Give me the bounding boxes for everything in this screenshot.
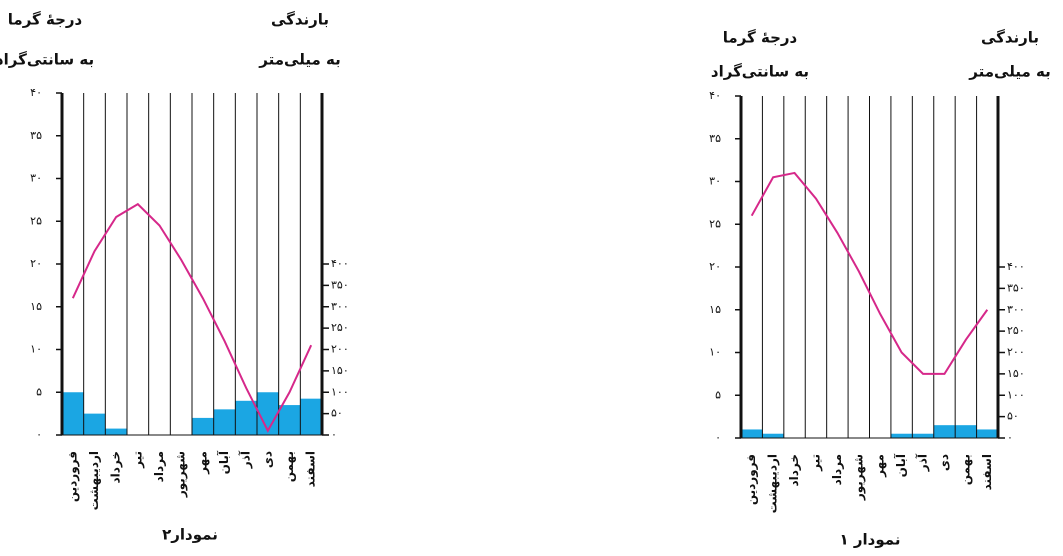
y-tick-label: ۵ — [36, 385, 42, 398]
caption: نمودار۲ — [162, 526, 218, 544]
x-tick-label: اردیبهشت — [766, 454, 780, 513]
y2-tick-label: ۱۰۰ — [331, 385, 349, 398]
y-tick-label: ۳۰ — [709, 175, 721, 188]
x-tick-label: اردیبهشت — [87, 451, 101, 510]
precip-bar — [235, 400, 257, 435]
y2-tick-label: ۳۰۰ — [331, 300, 349, 313]
precip-bar — [976, 429, 998, 438]
precip-bar — [955, 425, 977, 438]
y-tick-label: ۱۰ — [30, 343, 42, 356]
y-tick-label: ۴۰ — [30, 86, 42, 99]
x-tick-label: آبان — [216, 450, 231, 474]
y2-tick-label: ۴۰۰ — [1007, 260, 1025, 273]
x-tick-label: شهریور — [174, 451, 189, 498]
precip-bar — [933, 425, 956, 438]
x-tick-label: خرداد — [787, 454, 801, 487]
precip-bar — [762, 433, 784, 438]
y-axis-label: درجهٔ گرما — [8, 11, 83, 29]
y-tick-label: ۳۰ — [30, 172, 42, 185]
climograph: درجهٔ گرما به سانتی‌گراد بارندگی به میلی‌مت… — [0, 11, 349, 544]
x-tick-label: فروردین — [744, 454, 759, 505]
y-tick-label: ۲۰ — [709, 260, 721, 273]
x-tick-label: فروردین — [65, 451, 80, 502]
temperature-line — [71, 202, 313, 433]
y-tick-label: ۱۵ — [30, 300, 42, 313]
precip-bar — [192, 417, 214, 435]
x-tick-label: مهر — [873, 454, 887, 478]
climograph: درجهٔ گرما به سانتی‌گراد بارندگی به میلی‌مت… — [709, 29, 1051, 549]
y-tick-label: ۴۰ — [709, 89, 721, 102]
precip-bar — [741, 429, 763, 438]
y2-axis-label: بارندگی — [271, 11, 329, 29]
precip-bar — [912, 433, 934, 438]
x-tick-label: آبان — [893, 453, 908, 477]
y-tick-label: ۱۵ — [709, 303, 721, 316]
y2-tick-label: ۵۰ — [1007, 410, 1019, 423]
y-tick-label: ۳۵ — [30, 129, 42, 142]
precip-bar — [83, 413, 106, 435]
y2-tick-label: ۲۰۰ — [331, 343, 349, 356]
precip-bar — [890, 433, 913, 438]
y-axis-label: به سانتی‌گراد — [711, 63, 809, 81]
y-tick-label: ۵ — [715, 388, 721, 401]
y2-tick-label: ۰ — [331, 428, 337, 441]
x-tick-label: بهمن — [958, 454, 972, 485]
x-tick-label: شهریور — [851, 454, 866, 501]
y-tick-label: ۲۵ — [30, 214, 42, 227]
x-tick-label: اسفند — [980, 454, 994, 490]
y-tick-label: ۲۰ — [30, 257, 42, 270]
y2-tick-label: ۱۵۰ — [1007, 367, 1025, 380]
x-tick-label: مهر — [195, 451, 209, 475]
y2-tick-label: ۰ — [1007, 431, 1013, 444]
y2-tick-label: ۳۵۰ — [331, 278, 349, 291]
x-tick-label: دی — [937, 454, 951, 471]
y2-tick-label: ۲۵۰ — [331, 321, 349, 334]
precip-bar — [105, 428, 127, 435]
y2-axis-label: بارندگی — [981, 29, 1039, 47]
y-axis-label: درجهٔ گرما — [723, 29, 798, 47]
y-axis-label: به سانتی‌گراد — [0, 51, 94, 69]
y2-tick-label: ۱۰۰ — [1007, 388, 1025, 401]
y2-tick-label: ۴۰۰ — [331, 257, 349, 270]
y-tick-label: ۳۵ — [709, 132, 721, 145]
x-tick-label: تیر — [808, 454, 822, 472]
caption: نمودار ۱ — [840, 531, 901, 549]
y2-tick-label: ۲۰۰ — [1007, 346, 1025, 359]
x-tick-label: بهمن — [282, 451, 296, 482]
x-tick-label: دی — [260, 451, 274, 468]
x-tick-label: اسفند — [304, 451, 318, 487]
x-tick-label: آذر — [238, 450, 253, 469]
y-tick-label: ۲۵ — [709, 217, 721, 230]
y2-axis-label: به میلی‌متر — [258, 51, 340, 69]
x-tick-label: آذر — [915, 453, 930, 472]
precip-bar — [62, 392, 84, 435]
x-tick-label: مرداد — [830, 454, 844, 485]
y-tick-label: ۰ — [36, 428, 42, 441]
y2-tick-label: ۳۵۰ — [1007, 281, 1025, 294]
y2-tick-label: ۵۰ — [331, 407, 343, 420]
temperature-line — [750, 171, 989, 375]
y-tick-label: ۱۰ — [709, 346, 721, 359]
precip-bar — [300, 398, 322, 435]
x-tick-label: خرداد — [109, 451, 123, 484]
y2-tick-label: ۱۵۰ — [331, 364, 349, 377]
x-tick-label: تیر — [130, 451, 144, 469]
x-tick-label: مرداد — [152, 451, 166, 482]
y2-axis-label: به میلی‌متر — [968, 63, 1050, 81]
y-tick-label: ۰ — [715, 431, 721, 444]
precip-bar — [257, 392, 279, 435]
y2-tick-label: ۳۰۰ — [1007, 303, 1025, 316]
precip-bar — [278, 405, 301, 435]
y2-tick-label: ۲۵۰ — [1007, 324, 1025, 337]
precip-bar — [213, 409, 236, 435]
